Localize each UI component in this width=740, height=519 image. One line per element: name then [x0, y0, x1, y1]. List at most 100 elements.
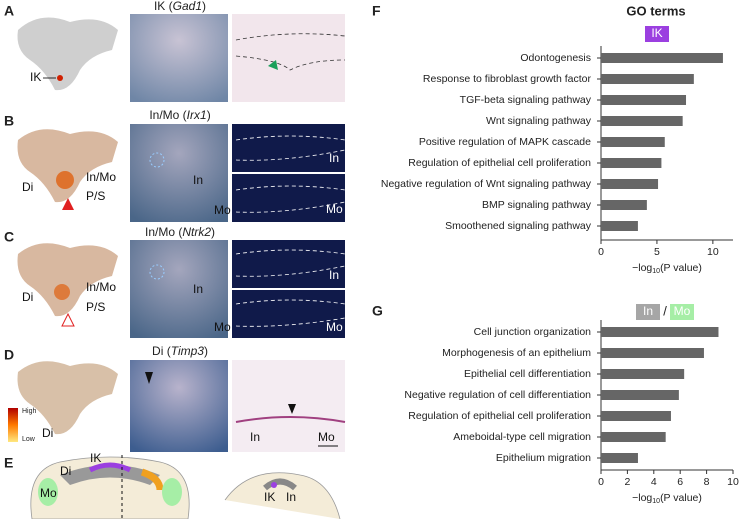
category-label: TGF-beta signaling pathway [460, 94, 592, 106]
label: Mo [214, 320, 231, 334]
category-label: Cell junction organization [474, 326, 591, 338]
category-label: Epithelial cell differentiation [464, 368, 591, 380]
label-box [645, 26, 669, 42]
panel-letter: F [372, 3, 381, 19]
label: Di [60, 464, 71, 478]
bar [601, 158, 662, 168]
label: P/S [86, 189, 105, 203]
separator: / [663, 303, 667, 318]
photo [130, 14, 228, 102]
panel-letter: C [4, 229, 14, 245]
bar [601, 179, 659, 189]
category-label: Morphogenesis of an epithelium [442, 347, 591, 359]
category-label: Negative regulation of cell differentiat… [404, 389, 591, 401]
category-label: Positive regulation of MAPK cascade [419, 136, 591, 148]
label-text: Mo [674, 304, 691, 318]
umap [17, 243, 118, 317]
x-label-prefix: −log [632, 492, 652, 504]
label: In [250, 430, 260, 444]
label: Mo [318, 430, 335, 444]
bar [601, 327, 719, 337]
x-label-suffix: (P value) [660, 492, 702, 504]
umap [17, 17, 118, 91]
label: IK [30, 70, 41, 84]
panel-title: Di (Timp3) [152, 344, 208, 358]
category-label: Wnt signaling pathway [486, 115, 592, 127]
left-labels: A B C D E IK (Gad1) In/Mo (Irx1) In/Mo (… [4, 0, 343, 504]
bar [601, 137, 665, 147]
x-tick-label: 6 [677, 476, 683, 488]
bar [601, 411, 671, 421]
bar [601, 95, 687, 105]
label: P/S [86, 300, 105, 314]
panel-letter: G [372, 303, 383, 319]
label-text: In [643, 304, 653, 318]
panel-title: In/Mo (Irx1) [149, 108, 210, 122]
x-tick-label: 8 [704, 476, 710, 488]
panel-letter: D [4, 347, 14, 363]
label: In/Mo [86, 170, 116, 184]
bar [601, 53, 723, 63]
photo [130, 240, 228, 338]
label: In/Mo [86, 280, 116, 294]
bar [601, 74, 694, 84]
category-label: Negative regulation of Wnt signaling pat… [381, 178, 592, 190]
label: In [193, 282, 203, 296]
label: Mo [326, 202, 343, 216]
label: In [329, 268, 339, 282]
label: In [286, 490, 296, 504]
photo [232, 240, 345, 288]
label: Di [22, 180, 33, 194]
category-label: Regulation of epithelial cell proliferat… [408, 410, 591, 422]
heat-legend [8, 408, 18, 442]
bar [601, 432, 666, 442]
label: Mo [214, 203, 231, 217]
category-label: Response to fibroblast growth factor [423, 73, 592, 85]
bar [601, 453, 638, 463]
photo [232, 14, 345, 102]
left-panels [8, 14, 346, 519]
x-tick-label: 10 [727, 476, 739, 488]
bar [601, 348, 704, 358]
label-box [636, 304, 660, 320]
panel-letter: A [4, 3, 14, 19]
category-label: Smoothened signaling pathway [445, 220, 592, 232]
x-tick-label: 10 [707, 246, 719, 258]
photo [130, 360, 228, 452]
x-label-sub: 10 [652, 268, 660, 275]
panel-title: IK (Gad1) [154, 0, 206, 13]
x-axis-label: −log10(P value) [632, 492, 702, 505]
panel-title: In/Mo (Ntrk2) [145, 225, 215, 239]
bar [601, 369, 685, 379]
label-text: IK [651, 26, 662, 40]
label: IK [90, 451, 101, 465]
x-axis-label: −log10(P value) [632, 262, 702, 275]
x-tick-label: 0 [598, 246, 604, 258]
label: Mo [326, 320, 343, 334]
label: IK [264, 490, 275, 504]
photo [232, 174, 345, 222]
category-label: Odontogenesis [520, 52, 591, 64]
label: In [329, 151, 339, 165]
label: Di [42, 426, 53, 440]
panel-letter: B [4, 113, 14, 129]
x-tick-label: 2 [624, 476, 630, 488]
bar [601, 221, 638, 231]
bar [601, 200, 647, 210]
chart-title: GO terms [626, 3, 685, 18]
label: Mo [40, 486, 57, 500]
category-label: Regulation of epithelial cell proliferat… [408, 157, 591, 169]
label: In [193, 173, 203, 187]
x-label-prefix: −log [632, 262, 652, 274]
label-box [670, 304, 694, 320]
x-label-sub: 10 [652, 498, 660, 505]
bar [601, 390, 679, 400]
photo [232, 360, 345, 452]
umap-hotspot [57, 75, 63, 81]
x-tick-label: 5 [654, 246, 660, 258]
category-label: Ameboidal-type cell migration [453, 431, 591, 443]
umap [17, 129, 118, 203]
x-label-suffix: (P value) [660, 262, 702, 274]
photo [232, 124, 345, 172]
